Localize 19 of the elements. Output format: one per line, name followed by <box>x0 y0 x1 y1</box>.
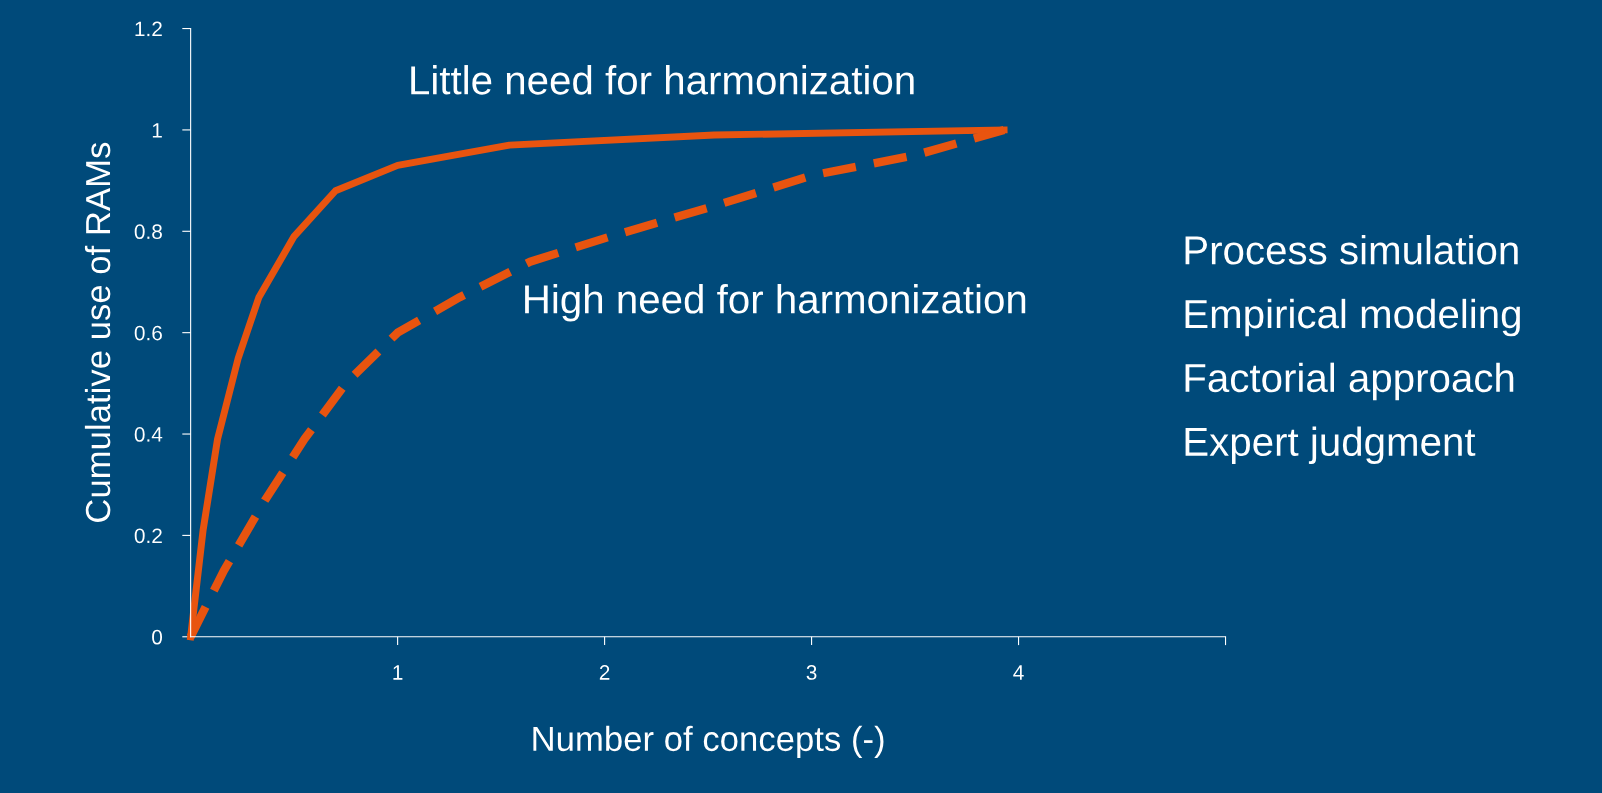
series-label: Little need for harmonization <box>411 65 914 95</box>
annotation: Process simulation <box>1185 234 1518 265</box>
series-label: High need for harmonization <box>525 284 1026 322</box>
x-axis-title: Number of concepts (-) <box>533 725 884 759</box>
y-tick-label: 1.2 <box>135 21 162 37</box>
annotation: Empirical modeling <box>1185 298 1520 337</box>
x-tick-label: 1 <box>393 665 403 680</box>
x-tick-label: 2 <box>599 665 610 680</box>
y-tick-label: 1 <box>152 123 162 138</box>
x-tick-label: 4 <box>1013 665 1024 680</box>
annotation: Factorial approach <box>1185 362 1514 401</box>
y-axis-title: Cumulative use of RAMs <box>84 142 111 522</box>
y-tick-label: 0.8 <box>134 224 162 240</box>
y-tick-label: 0.4 <box>134 427 163 442</box>
x-tick-label: 3 <box>806 665 817 680</box>
annotation: Expert judgment <box>1185 426 1476 465</box>
y-tick-label: 0 <box>152 629 163 645</box>
y-tick-label: 0.2 <box>134 528 162 544</box>
y-tick-label: 0.6 <box>134 325 162 341</box>
